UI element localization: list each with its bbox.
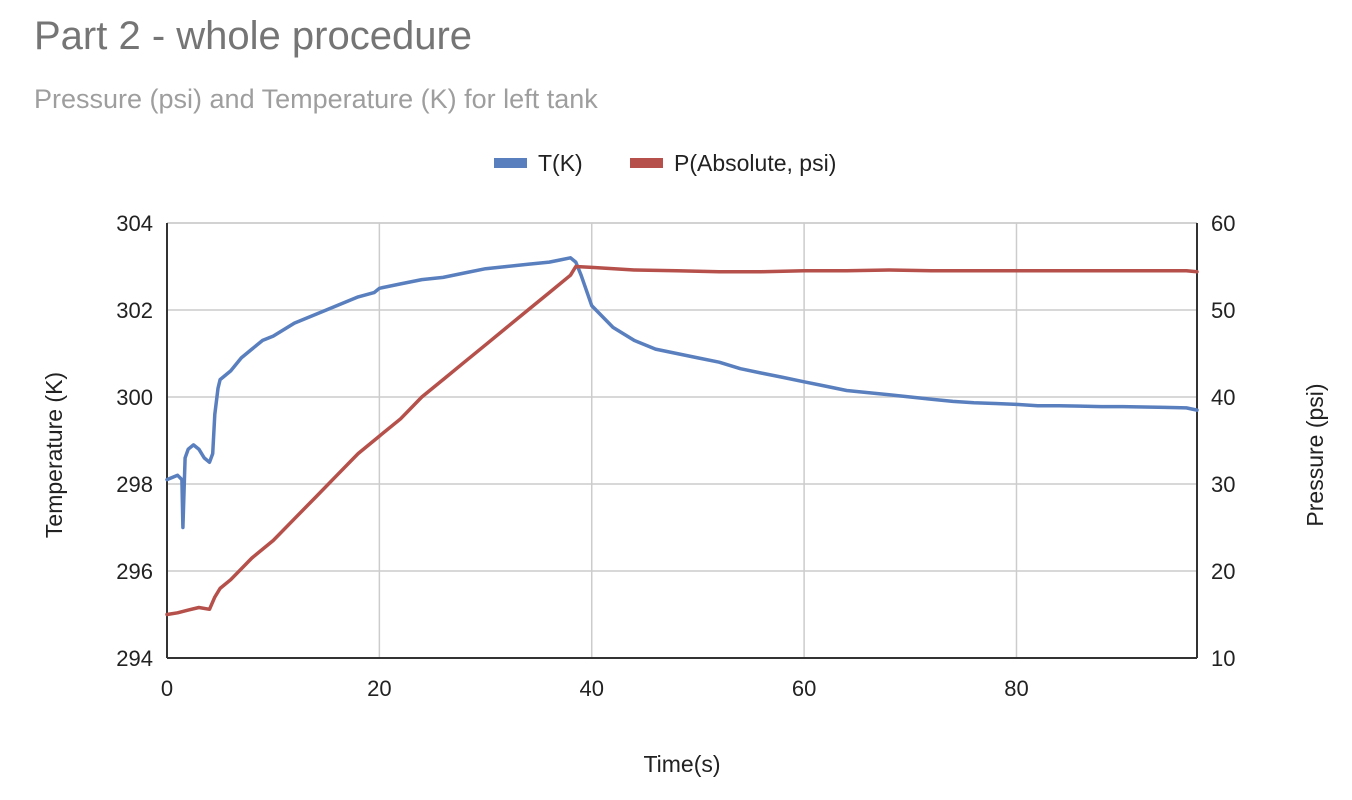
legend: T(K) P(Absolute, psi) (494, 150, 836, 176)
x-axis-title: Time(s) (643, 751, 720, 777)
y-left-tick-label: 294 (116, 646, 153, 671)
chart-subtitle: Pressure (psi) and Temperature (K) for l… (34, 84, 598, 114)
series-layer (165, 256, 1199, 617)
legend-swatch (630, 158, 663, 168)
axis-layer (166, 223, 1198, 659)
y-left-tick-label: 300 (116, 385, 153, 410)
legend-swatch (494, 158, 527, 168)
y-right-axis-title: Pressure (psi) (1302, 383, 1328, 526)
y-left-tick-label: 298 (116, 472, 153, 497)
y-right-tick-label: 40 (1211, 385, 1235, 410)
x-tick-label: 60 (792, 676, 816, 701)
chart-title: Part 2 - whole procedure (34, 14, 473, 58)
legend-label: P(Absolute, psi) (674, 150, 836, 176)
y-right-tick-label: 10 (1211, 646, 1235, 671)
x-tick-label: 40 (580, 676, 604, 701)
y-left-tick-label: 304 (116, 211, 153, 236)
x-tick-label: 0 (161, 676, 173, 701)
y-left-tick-label: 296 (116, 559, 153, 584)
grid-layer (167, 222, 1197, 658)
y-right-tick-label: 60 (1211, 211, 1235, 236)
x-tick-label: 80 (1004, 676, 1028, 701)
y-right-tick-label: 30 (1211, 472, 1235, 497)
y-right-tick-label: 20 (1211, 559, 1235, 584)
series-line-temperature (165, 256, 1199, 530)
label-layer: 294 296 298 300 302 304 10 20 30 40 50 60 0 20 40 60 80 T… (41, 211, 1328, 777)
x-tick-label: 20 (367, 676, 391, 701)
y-left-axis-title: Temperature (K) (41, 372, 67, 538)
y-left-tick-label: 302 (116, 298, 153, 323)
legend-label: T(K) (538, 150, 583, 176)
series-line-pressure (165, 264, 1199, 617)
y-right-tick-label: 50 (1211, 298, 1235, 323)
